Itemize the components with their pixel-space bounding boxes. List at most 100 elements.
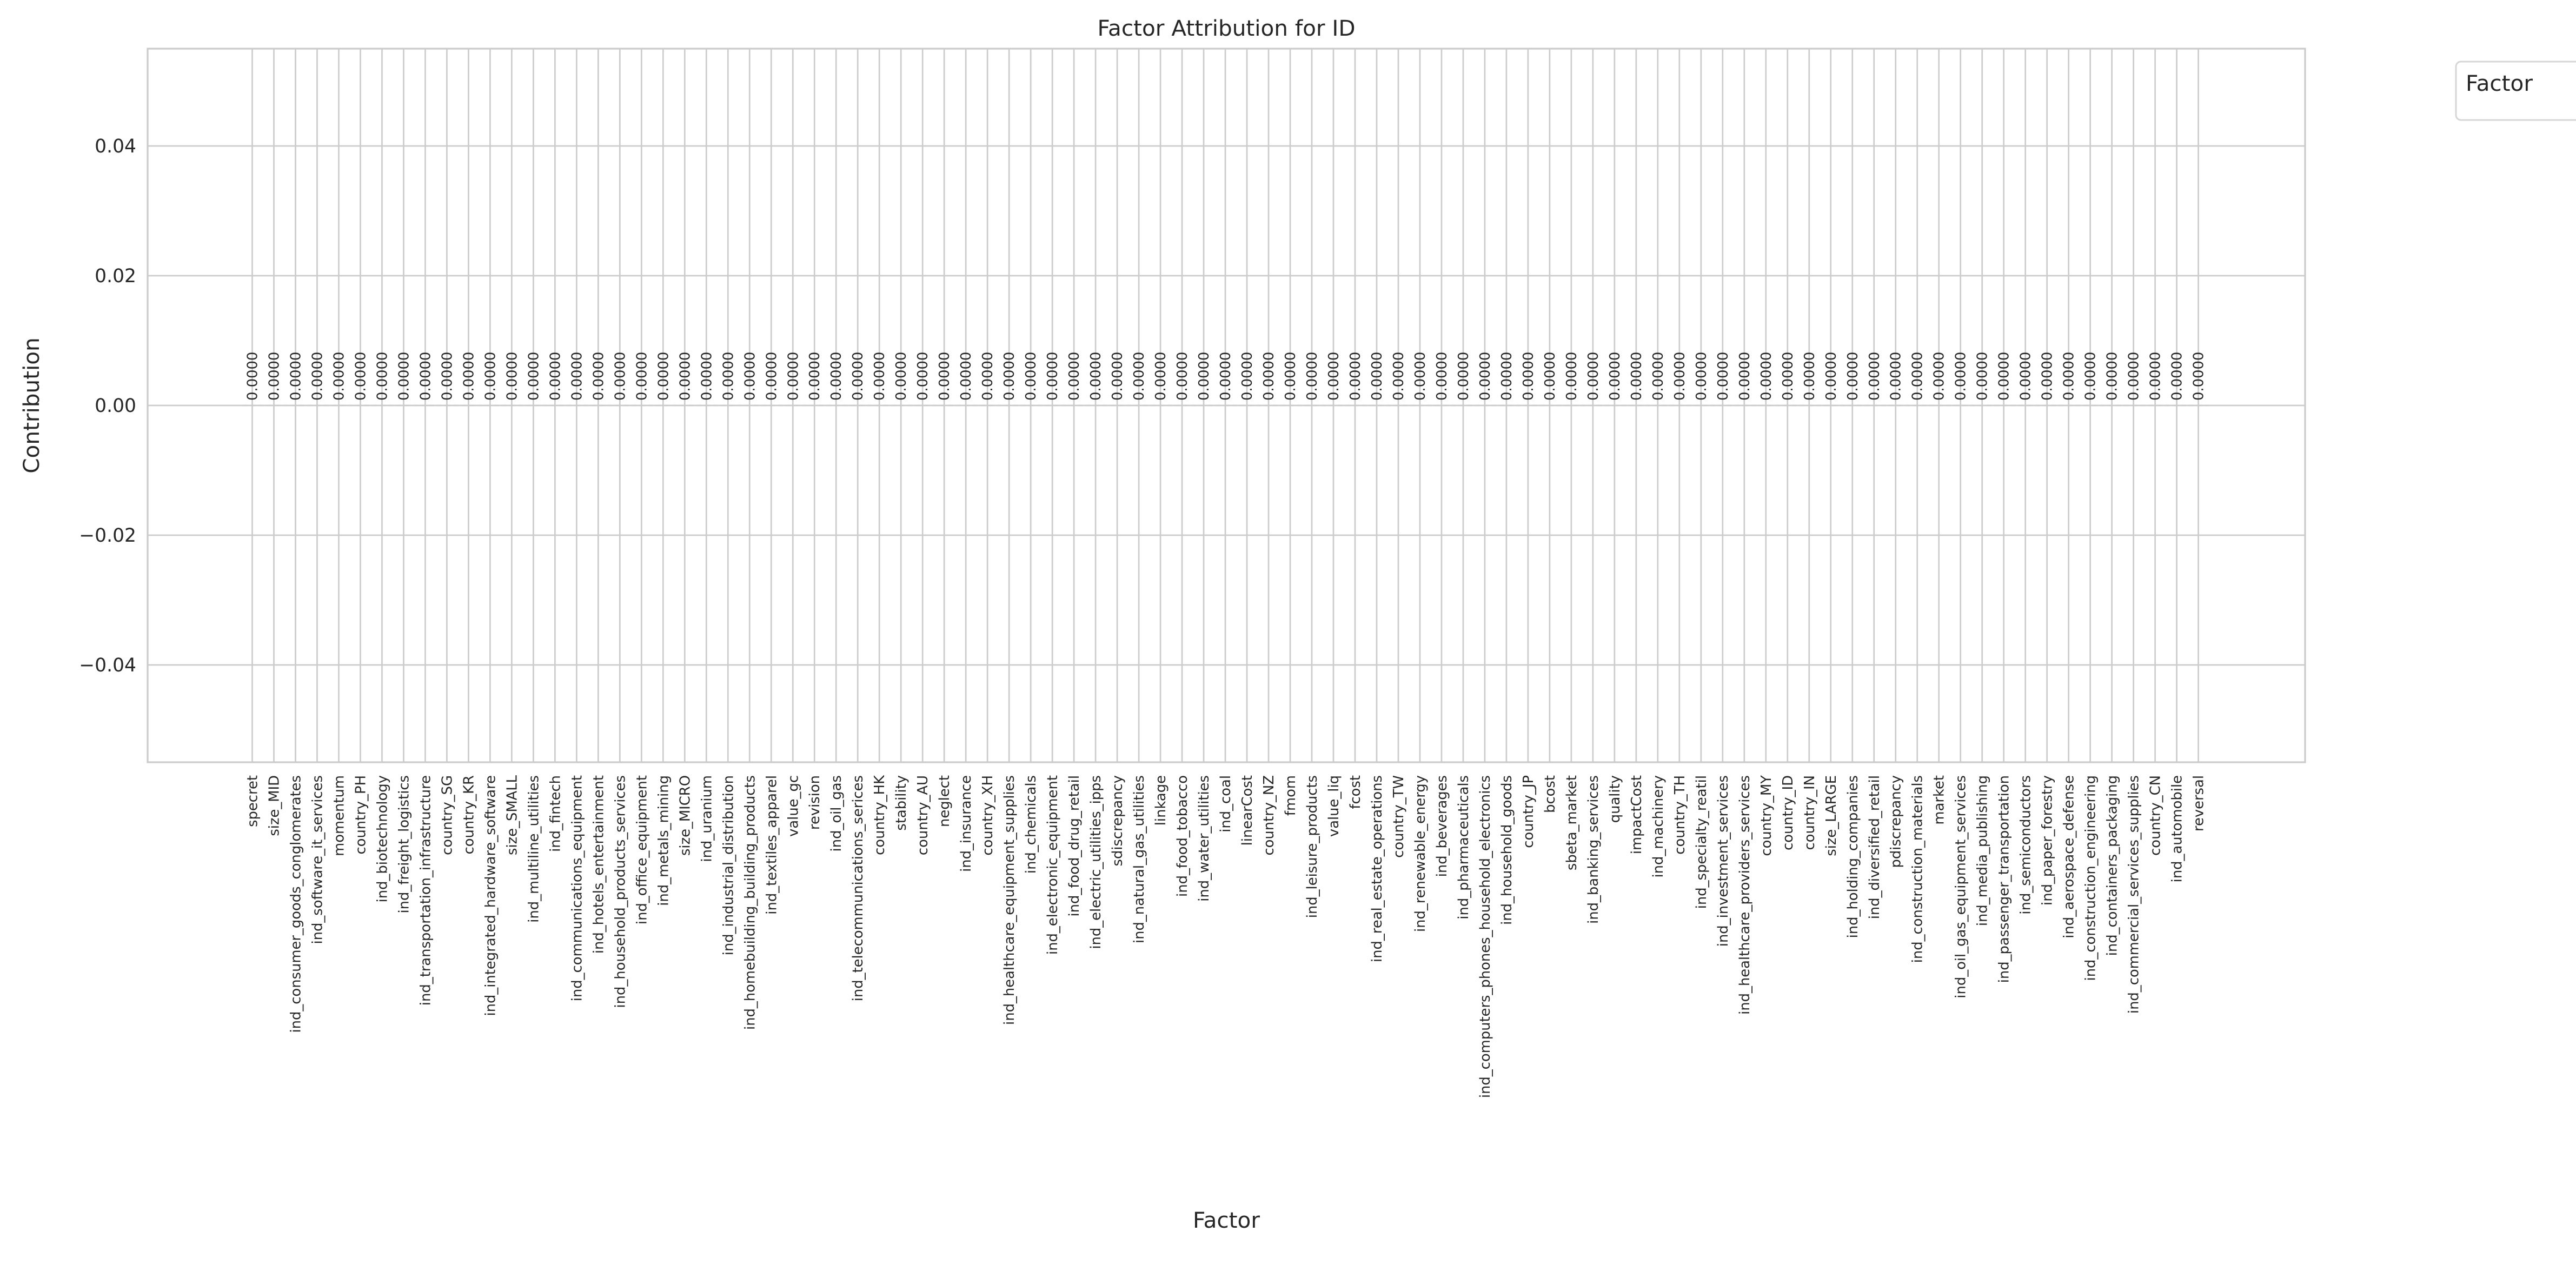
- x-tick-label: ind_healthcare_equipment_supplies: [1001, 775, 1018, 1025]
- x-tick-label: country_PH: [353, 775, 369, 855]
- y-tick-label: −0.02: [79, 525, 136, 547]
- x-tick-label: ind_oil_gas: [828, 775, 845, 851]
- bar-value-label: 0.0000: [245, 352, 261, 401]
- bar-value-label: 0.0000: [1001, 352, 1018, 401]
- x-tick-label: country_XH: [980, 775, 996, 856]
- x-tick-label: value_gc: [785, 775, 801, 837]
- x-tick-label: sbeta_market: [1564, 775, 1580, 870]
- bar-value-label: 0.0000: [807, 352, 823, 401]
- x-tick-label: country_HK: [872, 775, 888, 855]
- x-tick-label: ind_commercial_services_supplies: [2126, 775, 2142, 1014]
- x-tick-label: momentum: [331, 775, 347, 856]
- y-tick-label: 0.00: [95, 395, 136, 417]
- x-tick-label: bcost: [1542, 775, 1558, 813]
- x-tick-label: ind_integrated_hardware_software: [482, 775, 499, 1016]
- bar-value-label: 0.0000: [1715, 352, 1731, 401]
- x-tick-label: ind_transportation_infrastructure: [417, 775, 434, 1006]
- bar-value-label: 0.0000: [1239, 352, 1256, 401]
- bar-value-label: 0.0000: [1888, 352, 1904, 401]
- bar-value-label: 0.0000: [1629, 352, 1645, 401]
- x-tick-label: size_SMALL: [504, 775, 520, 855]
- bar-value-label: 0.0000: [1218, 352, 1234, 401]
- x-tick-label: ind_containers_packaging: [2104, 775, 2121, 956]
- bar-value-label: 0.0000: [655, 352, 672, 401]
- x-tick-label: fcost: [1347, 775, 1364, 809]
- x-tick-label: ind_household_products_services: [612, 775, 628, 1008]
- bar-value-label: 0.0000: [1174, 352, 1191, 401]
- x-tick-label: ind_computers_phones_household_electroni…: [1477, 775, 1493, 1098]
- plot-frame: [147, 48, 2306, 763]
- bar-value-label: 0.0000: [1283, 352, 1299, 401]
- chart-title: Factor Attribution for ID: [1097, 15, 1355, 41]
- x-tick-label: ind_natural_gas_utilities: [1131, 775, 1147, 943]
- bar-value-label: 0.0000: [2018, 352, 2034, 401]
- bar-value-label: 0.0000: [1585, 352, 1602, 401]
- x-tick-label: ind_coal: [1218, 775, 1234, 833]
- x-tick-label: ind_office_equipment: [634, 775, 650, 924]
- x-tick-label: ind_telecommunications_serices: [850, 775, 866, 1001]
- bar-value-label: 0.0000: [2191, 352, 2207, 401]
- x-tick-label: neglect: [937, 775, 953, 827]
- x-tick-label: linearCost: [1239, 775, 1256, 845]
- bar-value-label: 0.0000: [482, 352, 499, 401]
- bar-value-label: 0.0000: [634, 352, 650, 401]
- bar-value-label: 0.0000: [504, 352, 520, 401]
- y-axis-label: Contribution: [18, 337, 44, 473]
- bar-value-label: 0.0000: [1369, 352, 1385, 401]
- bar-value-label: 0.0000: [590, 352, 607, 401]
- bar-value-label: 0.0000: [677, 352, 693, 401]
- x-tick-label: country_TW: [1391, 775, 1407, 858]
- x-tick-label: ind_consumer_goods_conglomerates: [288, 775, 304, 1033]
- x-tick-label: ind_fintech: [547, 775, 563, 852]
- x-tick-label: ind_textiles_apparel: [763, 775, 780, 915]
- bar-value-label: 0.0000: [1326, 352, 1342, 401]
- x-tick-label: value_liq: [1326, 775, 1342, 837]
- bar-value-label: 0.0000: [1823, 352, 1840, 401]
- x-tick-label: sdiscrepancy: [1110, 775, 1126, 867]
- x-tick-label: country_AU: [915, 775, 931, 855]
- bar-value-label: 0.0000: [1996, 352, 2013, 401]
- x-tick-label: ind_electronic_equipment: [1045, 775, 1061, 955]
- bar-value-label: 0.0000: [937, 352, 953, 401]
- x-tick-label: country_ID: [1780, 775, 1796, 850]
- bar-value-label: 0.0000: [1023, 352, 1039, 401]
- bar-value-label: 0.0000: [2061, 352, 2077, 401]
- x-tick-label: country_CN: [2148, 775, 2164, 856]
- x-tick-label: ind_aerospace_defense: [2061, 775, 2077, 938]
- x-tick-label: ind_water_utilities: [1196, 775, 1212, 902]
- bar-value-label: 0.0000: [547, 352, 563, 401]
- x-tick-label: ind_holding_companies: [1845, 775, 1861, 938]
- bar-value-label: 0.0000: [1845, 352, 1861, 401]
- x-axis-label: Factor: [1193, 1207, 1260, 1233]
- x-tick-label: ind_banking_services: [1585, 775, 1602, 924]
- x-tick-label: ind_semiconductors: [2018, 775, 2034, 915]
- x-tick-label: ind_uranium: [699, 775, 715, 862]
- x-tick-label: size_MID: [266, 775, 282, 836]
- bar-value-label: 0.0000: [699, 352, 715, 401]
- bar-value-label: 0.0000: [1780, 352, 1796, 401]
- x-tick-label: country_TH: [1672, 775, 1688, 855]
- bar-value-label: 0.0000: [569, 352, 585, 401]
- bar-value-label: 0.0000: [1953, 352, 1969, 401]
- x-tick-label: ind_construction_materials: [1910, 775, 1926, 963]
- bar-value-label: 0.0000: [1499, 352, 1515, 401]
- y-tick-label: 0.04: [95, 136, 136, 157]
- bar-value-label: 0.0000: [1196, 352, 1212, 401]
- x-tick-label: country_MY: [1758, 775, 1775, 856]
- bar-value-label: 0.0000: [742, 352, 758, 401]
- x-tick-labels: specret size_MID ind_consumer_goods_conglo…: [245, 775, 2207, 1098]
- bar-value-label: 0.0000: [2169, 352, 2186, 401]
- x-tick-label: stability: [893, 775, 909, 831]
- x-tick-label: ind_paper_forestry: [2040, 775, 2056, 906]
- bar-value-label: 0.0000: [1607, 352, 1623, 401]
- y-tick-label: −0.04: [79, 655, 136, 676]
- bar-value-label: 0.0000: [461, 352, 477, 401]
- bar-value-label: 0.0000: [1694, 352, 1710, 401]
- x-tick-label: country_JP: [1521, 775, 1537, 848]
- x-tick-label: revision: [807, 775, 823, 830]
- legend-title: Factor: [2466, 70, 2533, 96]
- bar-value-label: 0.0000: [417, 352, 434, 401]
- bar-value-label: 0.0000: [309, 352, 326, 401]
- bar-value-label: 0.0000: [785, 352, 801, 401]
